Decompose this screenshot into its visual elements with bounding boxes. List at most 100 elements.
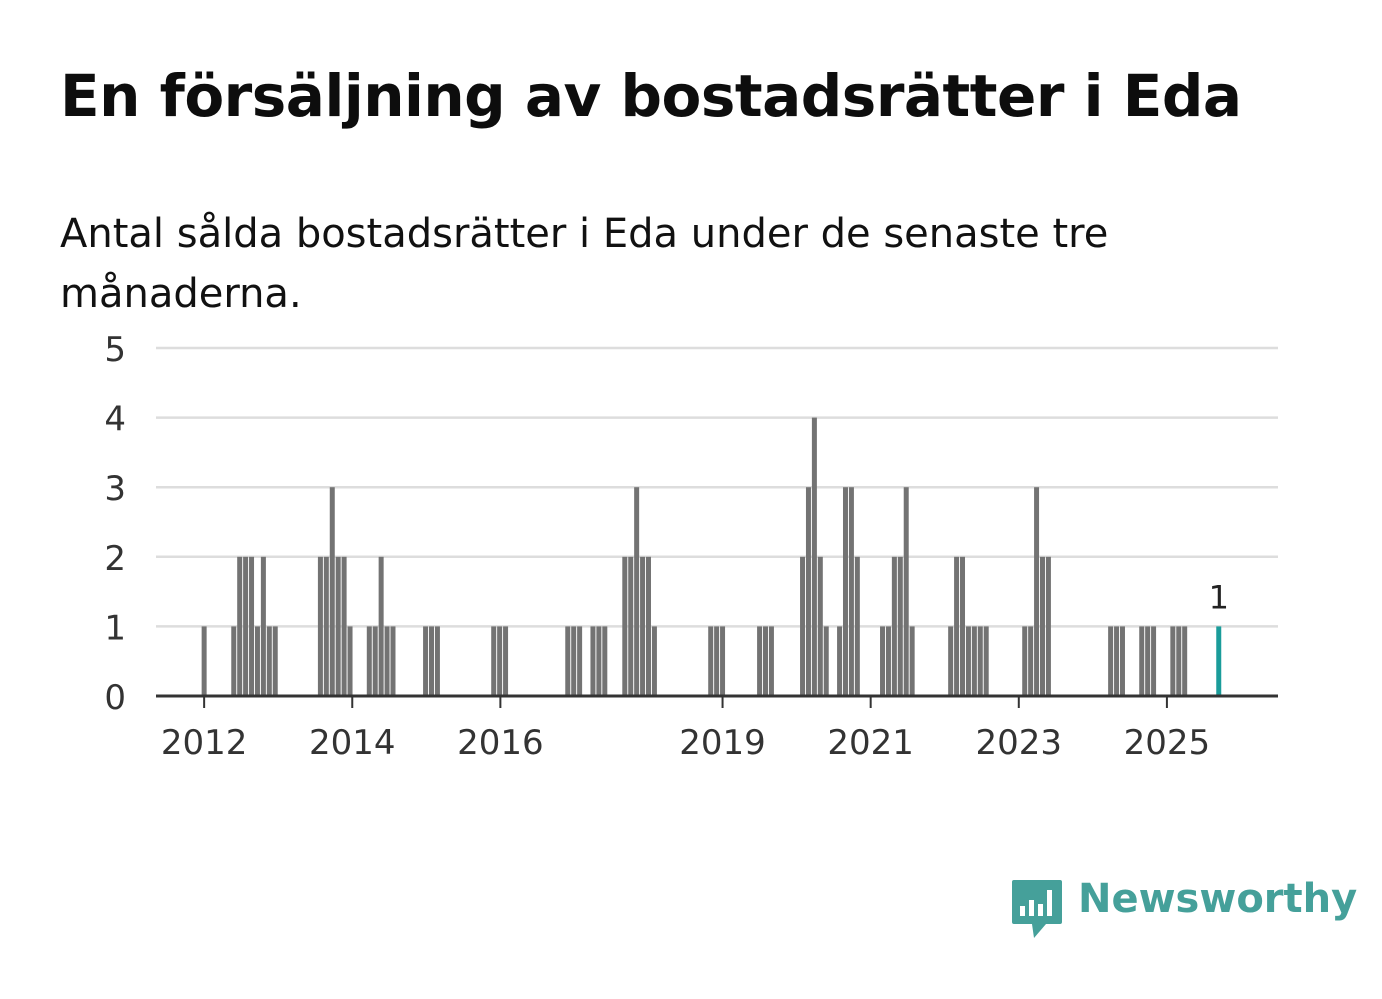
x-tick-label: 2023: [976, 723, 1063, 763]
y-axis-ticks: 0 1 2 3 4 5: [104, 330, 126, 718]
brand-name: Newsworthy: [1078, 876, 1358, 922]
bar: [1114, 626, 1120, 696]
bar: [960, 556, 966, 696]
bar: [378, 556, 384, 696]
bar: [634, 487, 640, 696]
bar: [1028, 626, 1034, 696]
bar: [602, 626, 608, 696]
bar: [565, 626, 571, 696]
bar: [622, 556, 628, 696]
bar: [909, 626, 915, 696]
highlight-bar: [1216, 626, 1222, 696]
bar: [1045, 556, 1051, 696]
y-tick-label: 0: [104, 678, 126, 718]
bar: [837, 626, 843, 696]
bar: [260, 556, 266, 696]
bar: [817, 556, 823, 696]
bar: [768, 626, 774, 696]
bar: [811, 417, 817, 696]
y-tick-label: 4: [104, 400, 126, 440]
y-tick-label: 1: [104, 608, 126, 648]
bar: [805, 487, 811, 696]
bar: [977, 626, 983, 696]
bar: [266, 626, 272, 696]
bar: [983, 626, 989, 696]
y-tick-label: 2: [104, 539, 126, 579]
bar: [1022, 626, 1028, 696]
bar: [800, 556, 806, 696]
chart-subtitle: Antal sålda bostadsrätter i Eda under de…: [60, 211, 1109, 317]
bar: [1182, 626, 1188, 696]
chart-title: En försäljning av bostadsrätter i Eda: [60, 62, 1242, 130]
bar: [891, 556, 897, 696]
newsworthy-logo-icon: [1012, 880, 1062, 938]
bar: [254, 626, 260, 696]
bar: [823, 626, 829, 696]
bar: [965, 626, 971, 696]
bar: [347, 626, 353, 696]
bar: [503, 626, 509, 696]
bar: [708, 626, 714, 696]
bar: [249, 556, 255, 696]
bar: [1108, 626, 1114, 696]
bar: [720, 626, 726, 696]
x-tick-label: 2019: [679, 723, 766, 763]
bar: [577, 626, 583, 696]
bar: [854, 556, 860, 696]
x-axis-ticks: 2012 2014 2016 2019 2021 2023 2025: [161, 696, 1210, 763]
bar: [329, 487, 335, 696]
bar: [1139, 626, 1145, 696]
bars: [201, 417, 1222, 696]
bar: [341, 556, 347, 696]
bar: [1170, 626, 1176, 696]
data-labels: 1: [1209, 578, 1229, 616]
bar: [390, 626, 396, 696]
bar: [497, 626, 503, 696]
bar: [491, 626, 497, 696]
bar: [590, 626, 596, 696]
bar: [1039, 556, 1045, 696]
bar: [885, 626, 891, 696]
bar: [429, 626, 435, 696]
bar: [272, 626, 278, 696]
x-tick-label: 2014: [309, 723, 396, 763]
x-tick-label: 2021: [827, 723, 914, 763]
bar: [323, 556, 329, 696]
bar: [897, 556, 903, 696]
bar: [628, 556, 634, 696]
bar: [948, 626, 954, 696]
bar: [237, 556, 243, 696]
bar: [645, 556, 651, 696]
data-label: 1: [1209, 578, 1229, 616]
bar: [757, 626, 763, 696]
bar: [880, 626, 886, 696]
bar: [571, 626, 577, 696]
bar: [201, 626, 207, 696]
bar: [434, 626, 440, 696]
bar: [423, 626, 429, 696]
bar: [243, 556, 249, 696]
bar: [335, 556, 341, 696]
bar: [366, 626, 372, 696]
bar: [231, 626, 237, 696]
bar: [848, 487, 854, 696]
bar: [317, 556, 323, 696]
bar: [1119, 626, 1125, 696]
bar: [384, 626, 390, 696]
bar: [971, 626, 977, 696]
x-tick-label: 2025: [1124, 723, 1211, 763]
bar: [954, 556, 960, 696]
y-tick-label: 3: [104, 469, 126, 509]
bar: [842, 487, 848, 696]
y-tick-label: 5: [104, 330, 126, 370]
bar: [651, 626, 657, 696]
bar: [903, 487, 909, 696]
x-tick-label: 2016: [457, 723, 544, 763]
bar: [714, 626, 720, 696]
bar: [1151, 626, 1157, 696]
bar: [1145, 626, 1151, 696]
bar: [596, 626, 602, 696]
bar: [1176, 626, 1182, 696]
bar: [372, 626, 378, 696]
